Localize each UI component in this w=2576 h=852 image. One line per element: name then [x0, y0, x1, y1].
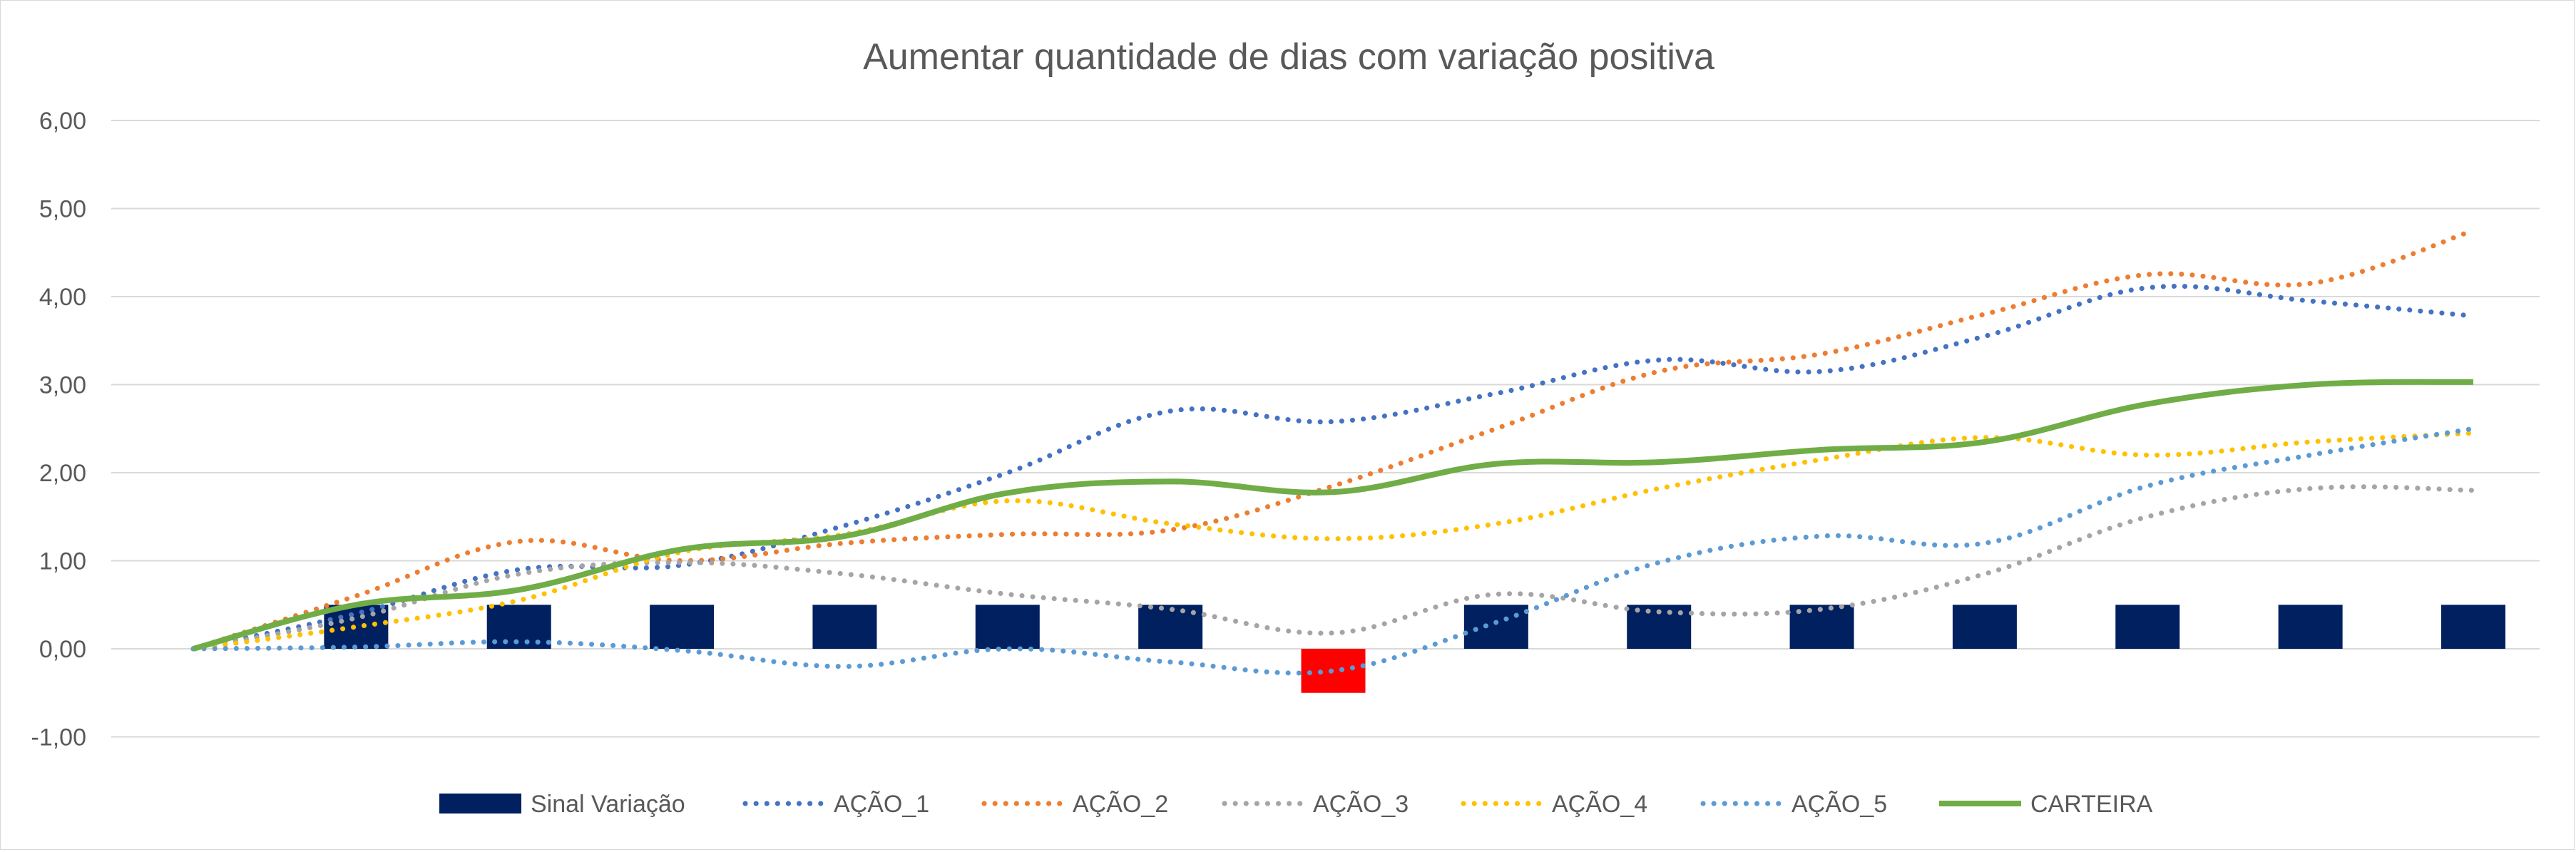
bar-series	[324, 605, 2505, 693]
legend-label-a-o-2: AÇÃO_2	[1073, 791, 1168, 818]
legend-label-a-o-1: AÇÃO_1	[834, 791, 929, 818]
sinal-variacao-bar	[650, 605, 715, 649]
y-tick-label: 5,00	[39, 196, 86, 223]
y-tick-label: -1,00	[31, 724, 87, 751]
sinal-variacao-bar	[2115, 605, 2180, 649]
sinal-variacao-bar	[324, 605, 389, 649]
sinal-variacao-bar	[486, 605, 551, 649]
y-tick-label: 3,00	[39, 372, 86, 399]
y-axis-ticks: -1,00 0,00 1,00 2,00 3,00 4,00 5,00 6,00	[31, 108, 87, 751]
series-line-a-o-5	[190, 426, 2476, 676]
sinal-variacao-bar	[812, 605, 877, 649]
y-tick-label: 2,00	[39, 460, 86, 487]
series-line-a-o-3	[190, 484, 2476, 652]
legend-label-sinal-varia-o: Sinal Variação	[531, 791, 685, 818]
legend-label-a-o-4: AÇÃO_4	[1552, 791, 1647, 818]
series-line-carteira	[192, 379, 2474, 652]
y-tick-label: 4,00	[39, 284, 86, 311]
line-series	[190, 227, 2476, 676]
sinal-variacao-bar	[975, 605, 1040, 649]
legend-label-a-o-3: AÇÃO_3	[1313, 791, 1409, 818]
sinal-variacao-bar	[1952, 605, 2017, 649]
chart-title: Aumentar quantidade de dias com variação…	[863, 36, 1714, 78]
series-line-a-o-2	[190, 227, 2476, 652]
series-line-a-o-1	[190, 283, 2476, 652]
legend-label-a-o-5: AÇÃO_5	[1792, 791, 1887, 818]
legend: Sinal Variação AÇÃO_1 AÇÃO_2 AÇÃO_3 AÇÃO_4 AÇ…	[439, 791, 2153, 818]
legend-swatch-sinal-varia-o	[439, 794, 521, 813]
legend-label-carteira: CARTEIRA	[2030, 791, 2153, 818]
sinal-variacao-bar	[2441, 605, 2505, 649]
y-tick-label: 6,00	[39, 108, 86, 135]
y-tick-label: 1,00	[39, 548, 86, 575]
y-tick-label: 0,00	[39, 636, 86, 663]
sinal-variacao-bar	[2278, 605, 2343, 649]
sinal-variacao-bar	[1463, 605, 1528, 649]
